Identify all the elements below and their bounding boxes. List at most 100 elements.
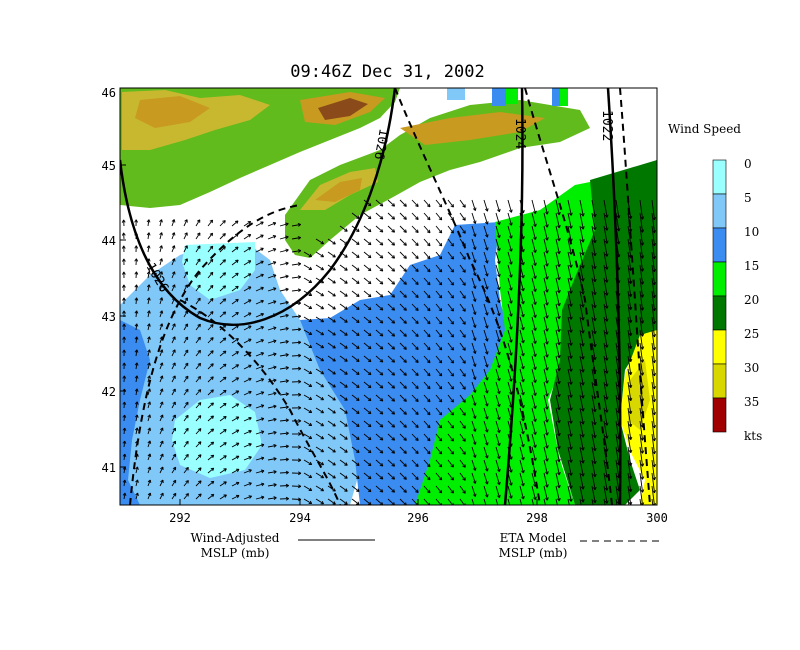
- wind-arrow-head: [134, 219, 137, 223]
- wind-arrow: [447, 407, 454, 416]
- wind-arrow: [531, 498, 534, 505]
- wind-arrow: [243, 221, 251, 227]
- wind-arrow-head: [558, 419, 561, 424]
- wind-arrow: [435, 342, 443, 351]
- wind-arrow: [483, 407, 488, 420]
- wind-arrow: [615, 459, 620, 479]
- wind-arrow-head: [185, 480, 189, 483]
- wind-arrow: [447, 433, 454, 442]
- wind-arrow: [195, 245, 201, 253]
- wind-arrow: [495, 485, 500, 498]
- wind-arrow: [279, 340, 289, 344]
- wind-arrow-head: [146, 284, 150, 288]
- wind-arrow-head: [557, 512, 559, 514]
- wind-arrow-head: [393, 203, 396, 207]
- wind-arrow: [459, 277, 466, 286]
- wind-arrow: [147, 427, 151, 435]
- wind-arrow-head: [321, 318, 324, 323]
- wind-arrow-head: [210, 454, 214, 457]
- wind-arrow-head: [333, 267, 336, 271]
- wind-arrow-head: [345, 397, 348, 401]
- wind-arrow-head: [523, 300, 525, 305]
- wind-arrow-head: [185, 388, 189, 391]
- wind-arrow: [279, 445, 289, 448]
- wind-arrow: [423, 212, 431, 221]
- wind-arrow: [171, 284, 176, 292]
- wind-arrow: [339, 290, 348, 297]
- wind-arrow: [207, 219, 213, 227]
- eta-isobar-far-east: [619, 88, 651, 505]
- wind-arrow-head: [122, 440, 126, 444]
- wind-arrow-head: [172, 401, 176, 404]
- wind-arrow: [447, 225, 454, 234]
- wind-arrow: [603, 277, 608, 296]
- wind-arrow: [507, 238, 512, 252]
- wind-arrow-head: [285, 300, 289, 303]
- wind-arrow-head: [499, 377, 501, 381]
- wind-arrow: [231, 272, 239, 279]
- wind-arrow: [627, 316, 632, 336]
- wind-arrow-head: [582, 265, 585, 269]
- wind-arrow-head: [369, 345, 372, 349]
- wind-arrow-head: [345, 410, 348, 414]
- wind-arrow: [183, 336, 189, 344]
- wind-arrow-head: [535, 314, 537, 318]
- wind-arrow-head: [134, 388, 138, 392]
- wind-arrow-head: [198, 493, 202, 496]
- wind-arrow-head: [440, 502, 443, 505]
- wind-arrow: [579, 251, 584, 269]
- wind-arrow-head: [440, 307, 443, 311]
- wind-arrow-head: [511, 261, 513, 265]
- wind-arrow-head: [381, 475, 384, 480]
- wind-arrow-head: [500, 508, 501, 511]
- wind-arrow-head: [606, 253, 609, 257]
- wind-arrow-head: [345, 332, 348, 336]
- wind-arrow: [243, 286, 252, 292]
- wind-arrow: [411, 446, 419, 454]
- wind-arrow: [603, 355, 608, 374]
- wind-arrow-head: [405, 476, 407, 480]
- wind-arrow-head: [345, 293, 348, 297]
- wind-arrow: [471, 238, 476, 250]
- wind-arrow: [267, 484, 277, 487]
- wind-arrow: [363, 407, 372, 415]
- wind-arrow: [531, 394, 536, 409]
- wind-arrow: [579, 316, 584, 334]
- wind-arrow: [255, 313, 264, 318]
- wind-arrow-head: [197, 297, 201, 300]
- wind-arrow: [495, 394, 500, 407]
- wind-arrow: [243, 456, 252, 461]
- wind-arrow: [291, 250, 301, 253]
- wind-arrow: [195, 441, 202, 448]
- wind-arrow-head: [393, 463, 396, 467]
- wind-arrow: [351, 433, 360, 440]
- wind-arrow-head: [630, 306, 633, 310]
- wind-arrow-head: [405, 346, 407, 350]
- wind-arrow-head: [487, 338, 489, 342]
- wind-arrow: [231, 325, 239, 331]
- wind-arrow: [447, 368, 454, 377]
- wind-arrow: [135, 401, 138, 409]
- wind-arrow: [279, 301, 289, 305]
- wind-arrow-head: [357, 319, 360, 323]
- wind-arrow-head: [197, 389, 201, 391]
- wind-arrow: [435, 446, 443, 455]
- wind-arrow-head: [474, 272, 477, 276]
- wind-arrow: [267, 366, 277, 370]
- wind-arrow: [579, 303, 584, 321]
- wind-arrow-head: [594, 460, 597, 464]
- wind-arrow-head: [146, 232, 150, 236]
- wind-arrow-head: [582, 382, 585, 386]
- wind-arrow: [279, 275, 289, 279]
- wind-arrow-head: [523, 456, 525, 461]
- wind-arrow-head: [428, 372, 431, 376]
- wind-arrow-head: [642, 463, 645, 467]
- wind-arrow: [591, 225, 596, 243]
- wind-arrow-head: [405, 398, 407, 402]
- wind-arrow-head: [582, 304, 585, 308]
- wind-arrow: [459, 342, 466, 351]
- wind-arrow-head: [594, 473, 597, 477]
- wind-arrow: [303, 407, 312, 413]
- isobar-label-1026-north: 1026: [371, 127, 391, 160]
- wind-arrow-head: [185, 453, 189, 456]
